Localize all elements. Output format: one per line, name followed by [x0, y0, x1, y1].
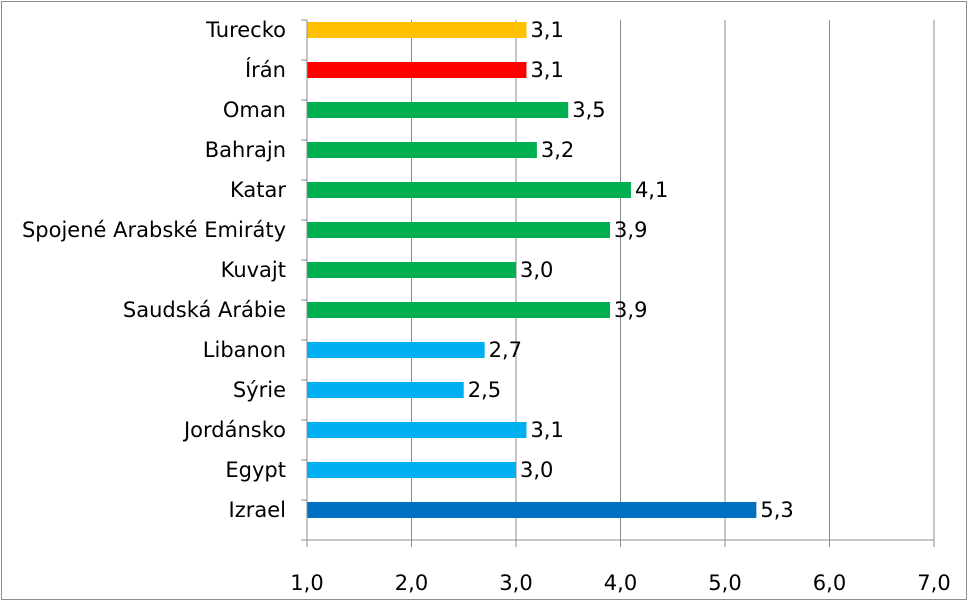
bar	[307, 222, 611, 238]
bar	[307, 462, 516, 478]
bar	[307, 342, 485, 358]
category-label: Katar	[230, 178, 286, 202]
data-label: 3,0	[520, 458, 553, 482]
data-label: 2,7	[489, 338, 522, 362]
category-label: Bahrajn	[205, 138, 286, 162]
x-tick-label: 1,0	[290, 571, 323, 595]
bar	[307, 382, 464, 398]
x-tick-label: 7,0	[917, 571, 950, 595]
bar	[307, 302, 611, 318]
category-label: Jordánsko	[182, 418, 286, 442]
category-label: Libanon	[203, 338, 286, 362]
category-label: Spojené Arabské Emiráty	[22, 218, 286, 242]
category-label: Turecko	[205, 18, 286, 42]
bar	[307, 102, 569, 118]
bar	[307, 262, 516, 278]
x-tick-label: 6,0	[813, 571, 846, 595]
bar	[307, 62, 527, 78]
category-label: Írán	[245, 57, 286, 82]
category-label: Sýrie	[233, 378, 286, 402]
data-label: 3,1	[530, 58, 563, 82]
data-label: 3,1	[530, 18, 563, 42]
x-tick-label: 2,0	[395, 571, 428, 595]
category-label: Izrael	[229, 498, 286, 522]
data-label: 3,9	[614, 298, 647, 322]
bar	[307, 422, 527, 438]
data-label: 2,5	[468, 378, 501, 402]
x-tick-label: 3,0	[499, 571, 532, 595]
x-tick-label: 5,0	[708, 571, 741, 595]
bar	[307, 142, 537, 158]
data-label: 4,1	[635, 178, 668, 202]
category-label: Kuvajt	[221, 258, 286, 282]
bar	[307, 502, 757, 518]
category-label: Egypt	[225, 458, 286, 482]
category-label: Oman	[223, 98, 286, 122]
data-label: 3,9	[614, 218, 647, 242]
data-label: 3,5	[572, 98, 605, 122]
data-label: 3,1	[530, 418, 563, 442]
data-label: 3,2	[541, 138, 574, 162]
x-tick-label: 4,0	[604, 571, 637, 595]
bar	[307, 182, 631, 198]
category-label: Saudská Arábie	[123, 298, 286, 322]
bar	[307, 22, 527, 38]
data-label: 5,3	[760, 498, 793, 522]
data-label: 3,0	[520, 258, 553, 282]
